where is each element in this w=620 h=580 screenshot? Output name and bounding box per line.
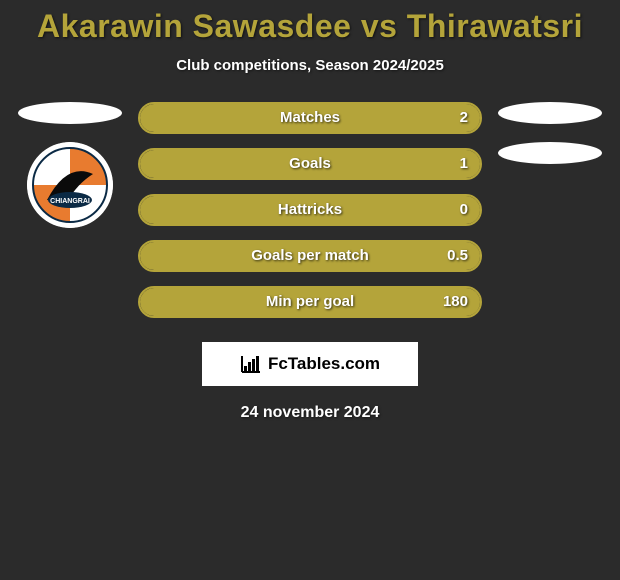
stat-label: Min per goal xyxy=(140,288,480,316)
comparison-area: CHIANGRAI Matches 2 Goals 1 Hattricks xyxy=(0,102,620,332)
branding-box: FcTables.com xyxy=(202,342,418,386)
page-title: Akarawin Sawasdee vs Thirawatsri xyxy=(0,8,620,45)
stat-value: 0.5 xyxy=(447,242,468,270)
date-text: 24 november 2024 xyxy=(0,404,620,422)
left-player-col: CHIANGRAI xyxy=(10,102,130,228)
stat-row-gpm: Goals per match 0.5 xyxy=(138,240,482,272)
club-badge-icon: CHIANGRAI xyxy=(27,142,113,228)
stat-label: Goals xyxy=(140,150,480,178)
bar-chart-icon xyxy=(240,354,262,374)
stat-label: Matches xyxy=(140,104,480,132)
svg-text:CHIANGRAI: CHIANGRAI xyxy=(50,198,90,205)
stat-value: 1 xyxy=(460,150,468,178)
stat-row-mpg: Min per goal 180 xyxy=(138,286,482,318)
club-badge-chiangrai: CHIANGRAI xyxy=(27,142,113,228)
branding-text: FcTables.com xyxy=(268,354,380,374)
right-player-col xyxy=(490,102,610,182)
infographic-root: Akarawin Sawasdee vs Thirawatsri Club co… xyxy=(0,0,620,422)
stat-label: Goals per match xyxy=(140,242,480,270)
player-ellipse-right-2 xyxy=(498,142,602,164)
stat-label: Hattricks xyxy=(140,196,480,224)
subtitle: Club competitions, Season 2024/2025 xyxy=(0,57,620,74)
stat-value: 2 xyxy=(460,104,468,132)
stats-block: Matches 2 Goals 1 Hattricks 0 Goals per … xyxy=(138,102,482,318)
player-ellipse-left-1 xyxy=(18,102,122,124)
stat-row-goals: Goals 1 xyxy=(138,148,482,180)
stat-value: 180 xyxy=(443,288,468,316)
stat-row-matches: Matches 2 xyxy=(138,102,482,134)
stat-row-hattricks: Hattricks 0 xyxy=(138,194,482,226)
player-ellipse-right-1 xyxy=(498,102,602,124)
stat-value: 0 xyxy=(460,196,468,224)
